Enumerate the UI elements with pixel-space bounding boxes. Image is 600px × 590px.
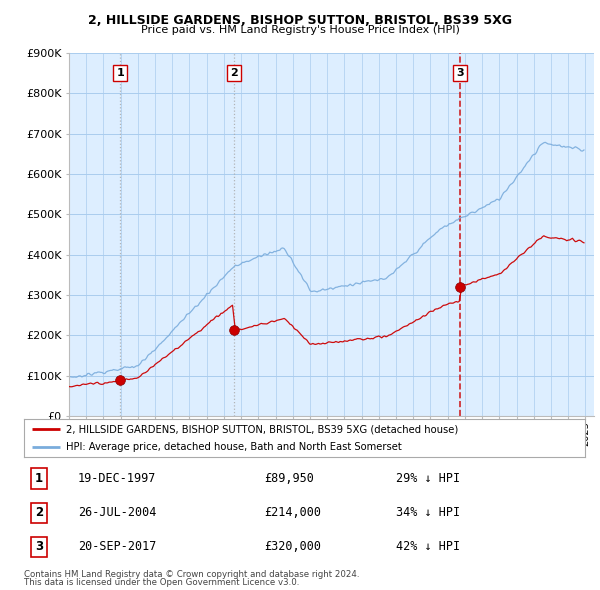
Text: 3: 3: [456, 68, 464, 78]
Text: 26-JUL-2004: 26-JUL-2004: [78, 506, 157, 519]
Text: 19-DEC-1997: 19-DEC-1997: [78, 472, 157, 485]
Text: HPI: Average price, detached house, Bath and North East Somerset: HPI: Average price, detached house, Bath…: [66, 442, 402, 452]
Text: Price paid vs. HM Land Registry's House Price Index (HPI): Price paid vs. HM Land Registry's House …: [140, 25, 460, 35]
Text: This data is licensed under the Open Government Licence v3.0.: This data is licensed under the Open Gov…: [24, 578, 299, 587]
Text: 20-SEP-2017: 20-SEP-2017: [78, 540, 157, 553]
Text: £214,000: £214,000: [264, 506, 321, 519]
Text: 34% ↓ HPI: 34% ↓ HPI: [396, 506, 460, 519]
Text: 3: 3: [35, 540, 43, 553]
Text: £89,950: £89,950: [264, 472, 314, 485]
Text: 2: 2: [230, 68, 238, 78]
Text: 2: 2: [35, 506, 43, 519]
Text: 1: 1: [35, 472, 43, 485]
Text: 2, HILLSIDE GARDENS, BISHOP SUTTON, BRISTOL, BS39 5XG: 2, HILLSIDE GARDENS, BISHOP SUTTON, BRIS…: [88, 14, 512, 27]
Text: 2, HILLSIDE GARDENS, BISHOP SUTTON, BRISTOL, BS39 5XG (detached house): 2, HILLSIDE GARDENS, BISHOP SUTTON, BRIS…: [66, 424, 458, 434]
Text: 42% ↓ HPI: 42% ↓ HPI: [396, 540, 460, 553]
Text: Contains HM Land Registry data © Crown copyright and database right 2024.: Contains HM Land Registry data © Crown c…: [24, 570, 359, 579]
Text: 1: 1: [116, 68, 124, 78]
Text: £320,000: £320,000: [264, 540, 321, 553]
Text: 29% ↓ HPI: 29% ↓ HPI: [396, 472, 460, 485]
